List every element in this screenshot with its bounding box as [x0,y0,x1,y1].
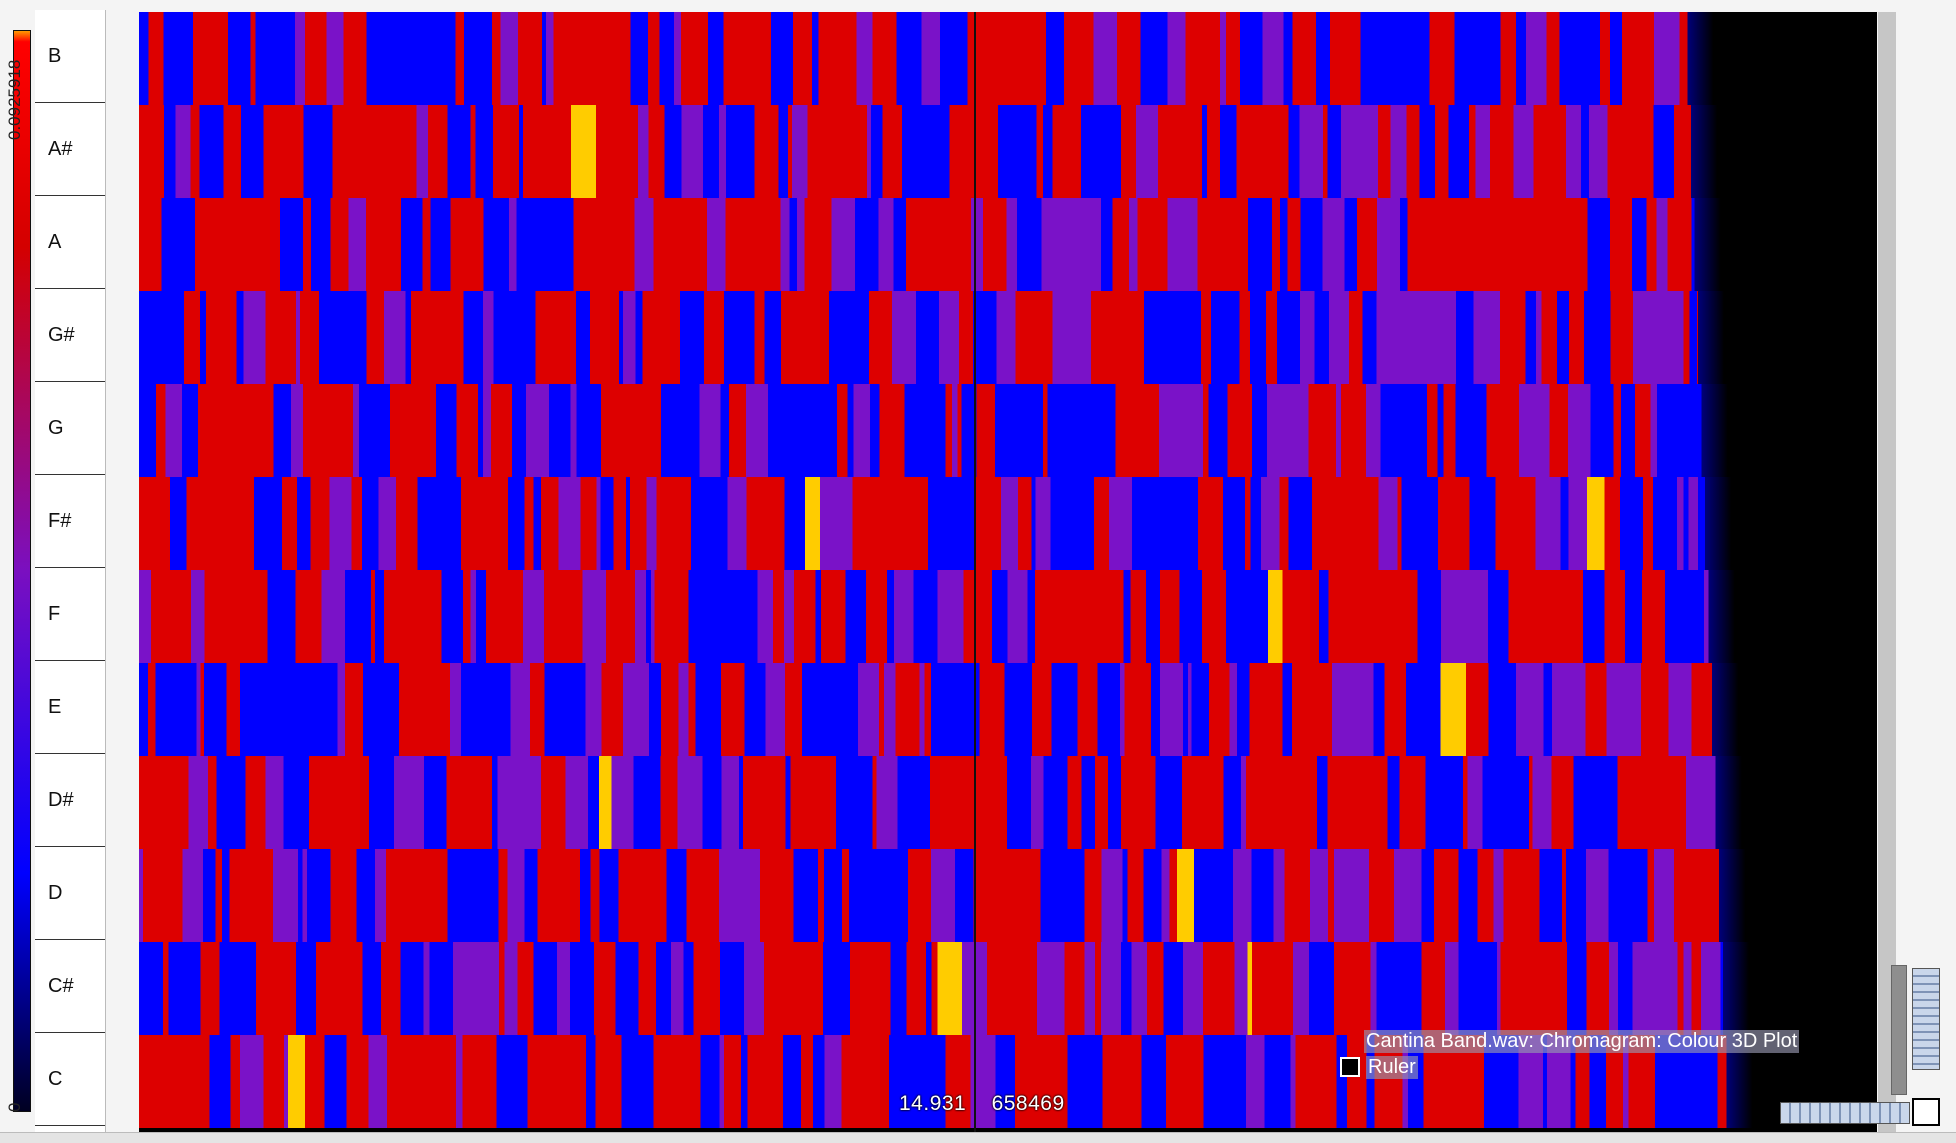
chroma-row-f-sharp [139,477,1877,570]
chroma-row-a [139,198,1877,291]
chroma-row-g-sharp [139,291,1877,384]
pitch-label-g: G [35,382,105,475]
legend-item-chromagram[interactable]: Cantina Band.wav: Chromagram: Colour 3D … [1340,1028,1800,1054]
pitch-label-f-sharp: F# [35,475,105,568]
pitch-label-a-sharp: A# [35,103,105,196]
pitch-label-c-sharp: C# [35,940,105,1033]
pitch-axis: B A# A G# G F# F E D# D C# C [35,10,106,1132]
pitch-label-a: A [35,196,105,289]
chroma-row-c-sharp [139,942,1877,1035]
chroma-row-f [139,570,1877,663]
horizontal-zoom-thumbwheel[interactable] [1780,1102,1910,1124]
pitch-label-g-sharp: G# [35,289,105,382]
chroma-row-a-sharp [139,105,1877,198]
pitch-label-d-sharp: D# [35,754,105,847]
pitch-label-e: E [35,661,105,754]
legend-item-ruler[interactable]: Ruler [1340,1054,1799,1080]
chroma-row-b [139,12,1877,105]
vertical-ruler [1878,12,1896,1132]
chroma-row-d-sharp [139,756,1877,849]
legend-label-ruler: Ruler [1366,1055,1418,1079]
layer-legend: Cantina Band.wav: Chromagram: Colour 3D … [1340,1028,1800,1080]
pitch-label-b: B [35,10,105,103]
zoom-reset-button[interactable] [1912,1098,1940,1126]
pitch-label-f: F [35,568,105,661]
ruler-swatch-icon [1340,1057,1360,1077]
chroma-row-g [139,384,1877,477]
pitch-label-c: C [35,1033,105,1126]
pitch-label-d: D [35,847,105,940]
time-seconds: 14.931 [899,1092,967,1115]
legend-label-chromagram: Cantina Band.wav: Chromagram: Colour 3D … [1364,1029,1800,1053]
vertical-zoom-thumbwheel[interactable] [1912,968,1940,1070]
playhead-cursor[interactable] [974,12,976,1132]
chromagram-plot[interactable] [139,12,1877,1132]
bottom-status-strip [0,1132,1956,1143]
playhead-readout: 14.931 658469 [899,1092,1065,1116]
chroma-row-e [139,663,1877,756]
scale-max-label: 0.0925918 [5,59,24,140]
vertical-scrollbar[interactable] [1891,965,1907,1095]
chroma-row-d [139,849,1877,942]
frame-number: 658469 [991,1092,1065,1115]
scale-min-label: 0 [5,1102,24,1112]
colour-scale-bar [13,30,31,1112]
